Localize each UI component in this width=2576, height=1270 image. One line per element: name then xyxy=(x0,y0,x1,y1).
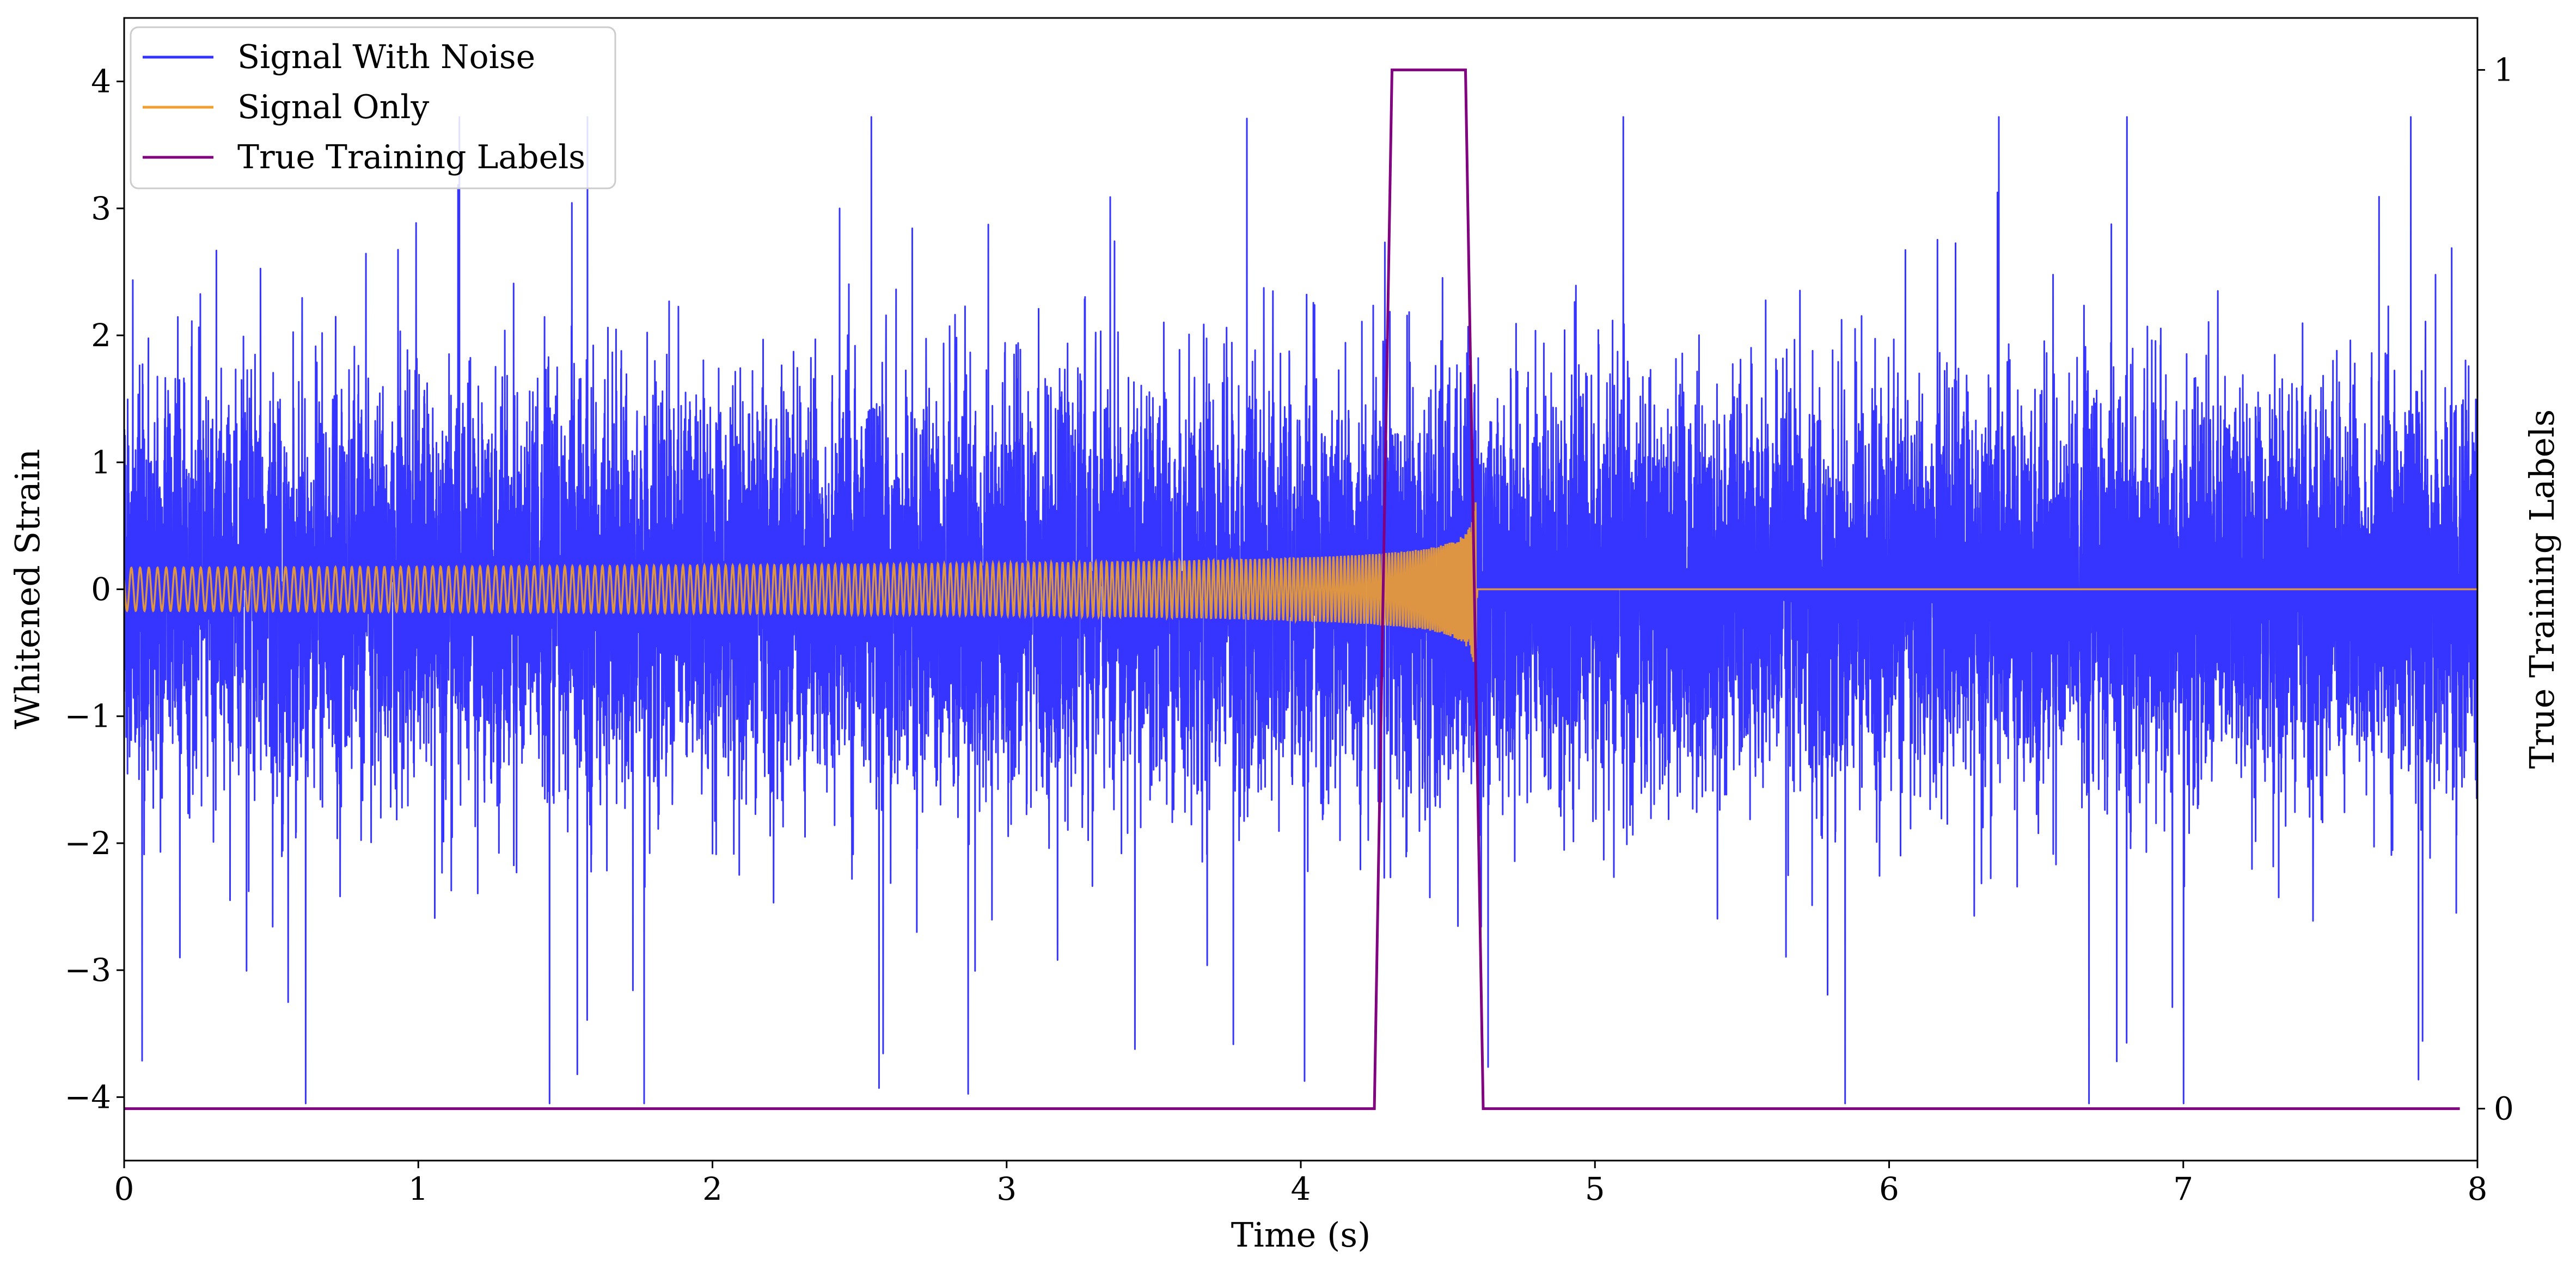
y2-tick-label: 1 xyxy=(2494,51,2514,88)
x-axis-label: Time (s) xyxy=(1231,1215,1371,1255)
x-tick-label: 5 xyxy=(1585,1170,1605,1207)
legend-label: Signal With Noise xyxy=(237,38,535,76)
y-axis-left: −4 −3 −2 −1 0 1 2 3 4 xyxy=(65,63,124,1115)
y-tick-label: −2 xyxy=(65,825,112,862)
x-tick-label: 1 xyxy=(408,1170,429,1207)
y-tick-label: 2 xyxy=(91,317,111,354)
plot-area xyxy=(124,68,2477,1111)
series-signal-only xyxy=(124,502,2477,662)
y-axis-right: 01 xyxy=(2477,51,2514,1127)
x-tick-label: 0 xyxy=(114,1170,134,1207)
y-tick-label: 0 xyxy=(91,571,111,608)
x-tick-label: 8 xyxy=(2468,1170,2488,1207)
legend: Signal With Noise Signal Only True Trainin… xyxy=(130,26,616,189)
y-tick-label: −4 xyxy=(65,1078,112,1115)
y-tick-label: −1 xyxy=(65,698,112,735)
y2-tick-label: 0 xyxy=(2494,1090,2514,1127)
y2-axis-label: True Training Labels xyxy=(2522,409,2562,769)
series-true-training-labels xyxy=(124,68,2460,1111)
legend-frame xyxy=(130,26,616,189)
legend-label: True Training Labels xyxy=(237,138,585,176)
x-tick-label: 7 xyxy=(2173,1170,2193,1207)
x-tick-label: 4 xyxy=(1291,1170,1311,1207)
y-axis-label: Whitened Strain xyxy=(8,449,47,729)
y-tick-label: −3 xyxy=(65,952,112,989)
x-tick-label: 3 xyxy=(996,1170,1017,1207)
x-axis: 0 1 2 3 4 5 6 7 8 xyxy=(114,1161,2488,1207)
series-signal-with-noise xyxy=(124,116,2477,1105)
y-tick-label: 1 xyxy=(91,444,111,481)
y-tick-label: 4 xyxy=(91,63,111,100)
x-tick-label: 2 xyxy=(702,1170,723,1207)
y-tick-label: 3 xyxy=(91,190,111,227)
legend-label: Signal Only xyxy=(237,88,429,126)
x-tick-label: 6 xyxy=(1879,1170,1899,1207)
